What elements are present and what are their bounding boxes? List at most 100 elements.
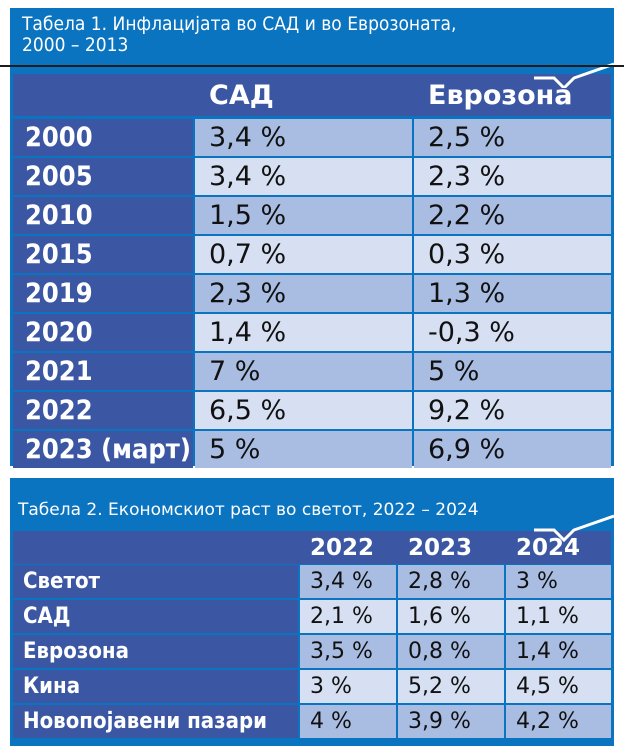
row-label-cell: 2005 <box>13 158 193 195</box>
growth-value-text: 3,5 % <box>310 639 373 664</box>
value-cell: 5 % <box>195 431 412 468</box>
growth-value-text: 3 % <box>310 674 352 699</box>
row-label: 2021 <box>25 356 93 387</box>
growth-value-text: 2,1 % <box>310 604 373 629</box>
value-text: 1,4 % <box>209 317 287 348</box>
tab-notch-decoration <box>534 62 614 88</box>
row-label-cell: 2022 <box>13 392 193 429</box>
value-text: 1,5 % <box>209 200 287 231</box>
growth-value-cell: 2,1 % <box>300 600 396 633</box>
growth-value-cell: 3 % <box>300 670 396 703</box>
growth-row-label-cell: Светот <box>13 565 298 598</box>
value-cell: 2,2 % <box>414 197 611 234</box>
growth-value-cell: 1,6 % <box>398 600 504 633</box>
row-label: 2019 <box>25 278 93 309</box>
value-text: 1,3 % <box>428 278 506 309</box>
growth-row-label: Еврозона <box>23 639 129 664</box>
value-cell: 1,4 % <box>195 314 412 351</box>
growth-value-text: 3,4 % <box>310 569 373 594</box>
growth-table: Табела 2. Економскиот раст во светот, 20… <box>10 478 614 746</box>
growth-value-cell: 1,4 % <box>506 635 611 668</box>
value-text: 6,9 % <box>428 434 506 465</box>
growth-value-text: 1,4 % <box>516 639 579 664</box>
value-text: 6,5 % <box>209 395 287 426</box>
growth-value-cell: 4,2 % <box>506 705 611 738</box>
row-label: 2005 <box>25 161 93 192</box>
growth-header-label-2022: 2022 <box>310 535 375 561</box>
growth-value-cell: 3 % <box>506 565 611 598</box>
growth-value-cell: 3,9 % <box>398 705 504 738</box>
value-cell: 6,5 % <box>195 392 412 429</box>
inflation-table: Табела 1. Инфлацијата во САД и во Еврозо… <box>10 8 614 468</box>
value-cell: -0,3 % <box>414 314 611 351</box>
value-text: 2,5 % <box>428 122 506 153</box>
value-text: 5 % <box>209 434 261 465</box>
inflation-table-title-line1: Табела 1. Инфлацијата во САД и во Еврозо… <box>22 13 457 35</box>
header-corner-cell <box>13 74 193 116</box>
inflation-table-row: 2000 3,4 % 2,5 % <box>13 119 611 156</box>
value-text: 7 % <box>209 356 261 387</box>
growth-value-cell: 1,1 % <box>506 600 611 633</box>
row-label-cell: 2010 <box>13 197 193 234</box>
inflation-table-row: 2010 1,5 % 2,2 % <box>13 197 611 234</box>
growth-value-text: 3,9 % <box>408 709 471 734</box>
growth-row-label: Новопојавени пазари <box>23 709 267 734</box>
tab-notch-decoration-2 <box>534 514 614 542</box>
value-text: 2,3 % <box>428 161 506 192</box>
header-cell-eurozone: Еврозона <box>412 74 611 116</box>
growth-row-label: Кина <box>23 674 81 699</box>
row-label-cell: 2015 <box>13 236 193 273</box>
value-cell: 1,3 % <box>414 275 611 312</box>
growth-value-cell: 4 % <box>300 705 396 738</box>
value-text: 2,2 % <box>428 200 506 231</box>
growth-header-label-2024: 2024 <box>516 535 581 561</box>
value-text: 5 % <box>428 356 480 387</box>
growth-table-row: Новопојавени пазари 4 % 3,9 % 4,2 % <box>13 705 611 738</box>
inflation-table-row: 2020 1,4 % -0,3 % <box>13 314 611 351</box>
inflation-table-row: 2005 3,4 % 2,3 % <box>13 158 611 195</box>
value-cell: 1,5 % <box>195 197 412 234</box>
growth-value-cell: 0,8 % <box>398 635 504 668</box>
growth-row-label: Светот <box>23 569 101 594</box>
growth-row-label-cell: САД <box>13 600 298 633</box>
value-text: 3,4 % <box>209 122 287 153</box>
growth-value-text: 1,6 % <box>408 604 471 629</box>
value-cell: 0,7 % <box>195 236 412 273</box>
inflation-table-row: 2021 7 % 5 % <box>13 353 611 390</box>
growth-value-text: 0,8 % <box>408 639 471 664</box>
growth-row-label: САД <box>23 604 71 629</box>
value-cell: 3,4 % <box>195 158 412 195</box>
row-label: 2020 <box>25 317 93 348</box>
growth-value-text: 4,5 % <box>516 674 579 699</box>
growth-value-text: 1,1 % <box>516 604 579 629</box>
row-label-cell: 2020 <box>13 314 193 351</box>
growth-row-label-cell: Кина <box>13 670 298 703</box>
value-cell: 9,2 % <box>414 392 611 429</box>
header-label-eurozone: Еврозона <box>428 80 573 111</box>
value-cell: 6,9 % <box>414 431 611 468</box>
row-label-cell: 2000 <box>13 119 193 156</box>
value-cell: 5 % <box>414 353 611 390</box>
growth-value-text: 3 % <box>516 569 558 594</box>
growth-row-label-cell: Новопојавени пазари <box>13 705 298 738</box>
row-label: 2000 <box>25 122 93 153</box>
growth-header-label-2023: 2023 <box>408 535 473 561</box>
growth-table-row: Кина 3 % 5,2 % 4,5 % <box>13 670 611 703</box>
inflation-table-row: 2015 0,7 % 0,3 % <box>13 236 611 273</box>
header-label-usa: САД <box>209 80 274 111</box>
value-cell: 7 % <box>195 353 412 390</box>
growth-row-label-cell: Еврозона <box>13 635 298 668</box>
growth-table-row: САД 2,1 % 1,6 % 1,1 % <box>13 600 611 633</box>
row-label: 2010 <box>25 200 93 231</box>
header-cell-usa: САД <box>193 74 412 116</box>
value-cell: 2,3 % <box>195 275 412 312</box>
growth-value-text: 4 % <box>310 709 352 734</box>
value-cell: 0,3 % <box>414 236 611 273</box>
top-rule <box>0 65 624 67</box>
growth-header-cell-2023: 2023 <box>396 531 504 564</box>
value-text: 0,3 % <box>428 239 506 270</box>
growth-value-text: 5,2 % <box>408 674 471 699</box>
growth-value-cell: 2,8 % <box>398 565 504 598</box>
inflation-table-header-row: САД Еврозона <box>13 74 611 116</box>
row-label-cell: 2021 <box>13 353 193 390</box>
